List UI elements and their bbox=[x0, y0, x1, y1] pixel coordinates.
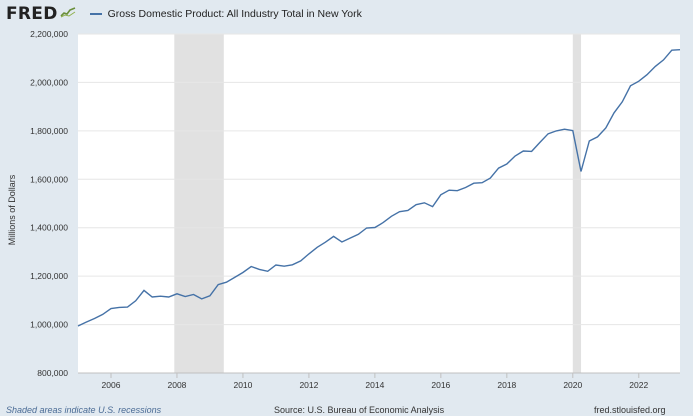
x-tick-label: 2008 bbox=[167, 380, 186, 390]
recession-band bbox=[174, 34, 224, 373]
recession-note: Shaded areas indicate U.S. recessions bbox=[6, 405, 162, 415]
chart-header: FRED Gross Domestic Product: All Industr… bbox=[6, 4, 362, 24]
x-tick-label: 2016 bbox=[431, 380, 450, 390]
y-tick-label: 1,200,000 bbox=[30, 271, 68, 281]
y-tick-label: 1,800,000 bbox=[30, 126, 68, 136]
y-axis-label: Millions of Dollars bbox=[7, 174, 17, 246]
legend-swatch bbox=[89, 13, 102, 15]
y-tick-label: 2,000,000 bbox=[30, 77, 68, 87]
source-note: Source: U.S. Bureau of Economic Analysis bbox=[274, 405, 445, 415]
fred-logo[interactable]: FRED bbox=[6, 4, 58, 24]
recession-shading bbox=[174, 34, 582, 373]
y-tick-label: 2,200,000 bbox=[30, 29, 68, 39]
y-tick-label: 1,400,000 bbox=[30, 223, 68, 233]
chart-legend[interactable]: Gross Domestic Product: All Industry Tot… bbox=[89, 8, 362, 20]
x-tick-label: 2022 bbox=[629, 380, 648, 390]
fred-chart-icon bbox=[59, 5, 76, 23]
x-tick-label: 2010 bbox=[233, 380, 252, 390]
x-axis-ticks: 2006 2008 2010 2012 2014 2016 2018 2020 2022 bbox=[78, 372, 680, 390]
series-line[interactable] bbox=[77, 49, 681, 327]
x-tick-label: 2006 bbox=[102, 380, 121, 390]
x-tick-label: 2014 bbox=[365, 380, 384, 390]
y-axis-ticks: 800,000 1,000,000 1,200,000 1,400,000 1,600,… bbox=[30, 29, 68, 378]
x-tick-label: 2012 bbox=[299, 380, 318, 390]
x-tick-label: 2020 bbox=[563, 380, 582, 390]
x-tick-label: 2018 bbox=[497, 380, 516, 390]
site-link[interactable]: fred.stlouisfed.org bbox=[594, 405, 666, 415]
legend-series-name: Gross Domestic Product: All Industry Tot… bbox=[107, 8, 362, 20]
plot-area bbox=[78, 34, 680, 373]
recession-band bbox=[572, 34, 582, 373]
y-tick-label: 800,000 bbox=[37, 368, 68, 378]
y-axis-title: Millions of Dollars bbox=[4, 150, 20, 270]
y-tick-label: 1,600,000 bbox=[30, 174, 68, 184]
y-tick-label: 1,000,000 bbox=[30, 320, 68, 330]
